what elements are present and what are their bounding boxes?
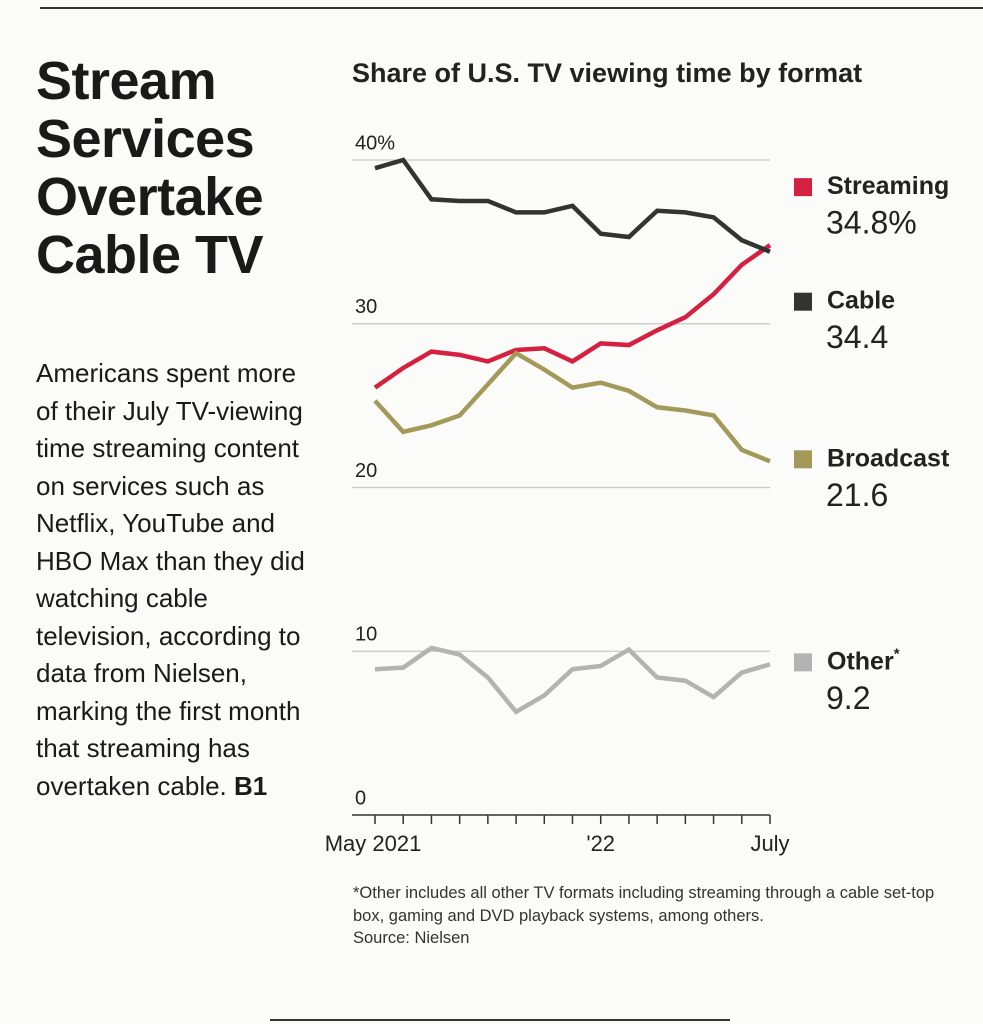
series-line — [373, 243, 772, 390]
y-tick-label: 40% — [355, 132, 395, 154]
value-label: 34.8% — [826, 205, 917, 241]
legend-swatch — [794, 292, 812, 311]
legend-name: Broadcast — [827, 444, 950, 472]
legend-name: Cable — [827, 286, 895, 314]
body-copy: Americans spent more of their July TV-vi… — [36, 358, 305, 801]
legend-name: Streaming — [827, 172, 949, 200]
legend-label: Cable — [827, 286, 895, 314]
value-label: 34.4 — [826, 319, 888, 355]
x-tick-label: '22 — [586, 831, 615, 856]
legend-swatch — [794, 178, 812, 197]
x-tick-label: May 2021 — [325, 831, 422, 856]
value-label: 9.2 — [826, 680, 870, 716]
y-tick-label: 0 — [355, 787, 366, 809]
headline: Stream Services Overtake Cable TV — [36, 51, 264, 285]
series-line — [374, 157, 771, 254]
legend-note-mark: * — [894, 645, 900, 662]
footnote: *Other includes all other TV formats inc… — [353, 884, 935, 925]
page-reference: B1 — [234, 770, 268, 801]
series-line — [373, 350, 771, 464]
legend-name: Other — [827, 647, 894, 675]
source: Source: Nielsen — [353, 929, 470, 947]
series-line — [374, 645, 771, 715]
body-text: Americans spent more of their July TV-vi… — [36, 355, 321, 805]
legend-swatch — [794, 653, 812, 672]
footnote-block: *Other includes all other TV formats inc… — [353, 882, 963, 950]
legend-label: Other* — [827, 645, 900, 675]
y-tick-label: 20 — [355, 460, 377, 482]
y-tick-label: 30 — [355, 296, 377, 318]
x-tick-label: July — [750, 831, 789, 856]
value-label: 21.6 — [826, 477, 888, 513]
y-tick-label: 10 — [355, 624, 377, 646]
chart-title: Share of U.S. TV viewing time by format — [352, 58, 862, 88]
legend-swatch — [794, 450, 812, 469]
legend-label: Broadcast — [827, 444, 950, 472]
legend-label: Streaming — [827, 172, 949, 200]
